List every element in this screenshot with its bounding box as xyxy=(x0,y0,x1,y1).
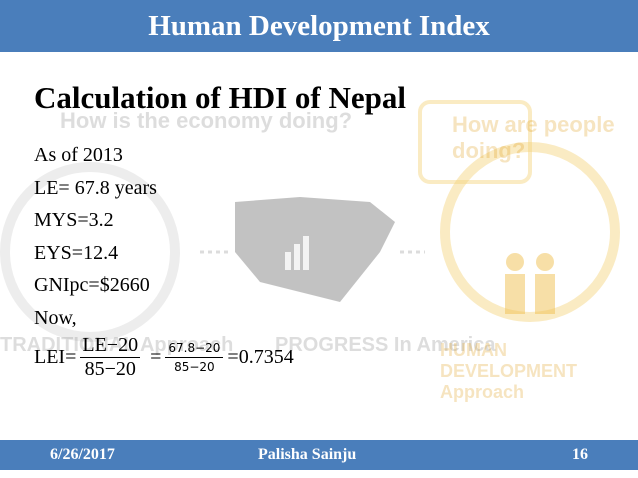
content-line: MYS=3.2 xyxy=(34,209,114,231)
page-number: 16 xyxy=(572,446,588,463)
slide-title: Human Development Index xyxy=(0,0,638,52)
content-line: As of 2013 xyxy=(34,144,123,166)
formula: LEI= LE−20 85−20 = 67.8−20 85−20 =0.7354 xyxy=(34,334,294,381)
background-text: TRADITIONAL Approach xyxy=(0,334,234,356)
content-line: LE= 67.8 years xyxy=(34,176,157,199)
content-line: GNIpc=$2660 xyxy=(34,274,150,296)
background-text: HUMAN DEVELOPMENT Approach xyxy=(440,340,578,402)
background-graphics xyxy=(0,100,620,342)
content-line: Now, xyxy=(34,306,77,329)
heading: Calculation of HDI of Nepal xyxy=(34,80,406,115)
background-text: PROGRESS In America xyxy=(275,334,496,356)
numerator: LE−20 xyxy=(80,334,141,358)
fraction: LE−20 85−20 xyxy=(80,334,141,381)
result: =0.7354 xyxy=(227,346,294,368)
equals: = xyxy=(150,346,162,368)
numerator: 67.8−20 xyxy=(165,339,224,358)
background-image: How is the economy doing? How are people… xyxy=(0,52,638,440)
background-text: How are people doing? xyxy=(452,112,615,163)
footer-date: 6/26/2017 xyxy=(50,446,115,463)
background-text: How is the economy doing? xyxy=(60,108,353,133)
denominator: 85−20 xyxy=(84,358,136,380)
footer: 6/26/2017 Palisha Sainju 16 xyxy=(0,440,638,470)
fraction: 67.8−20 85−20 xyxy=(165,339,224,376)
footer-author: Palisha Sainju xyxy=(258,446,357,463)
denominator: 85−20 xyxy=(174,360,215,374)
content-line: EYS=12.4 xyxy=(34,241,119,264)
formula-label: LEI= xyxy=(34,346,77,368)
